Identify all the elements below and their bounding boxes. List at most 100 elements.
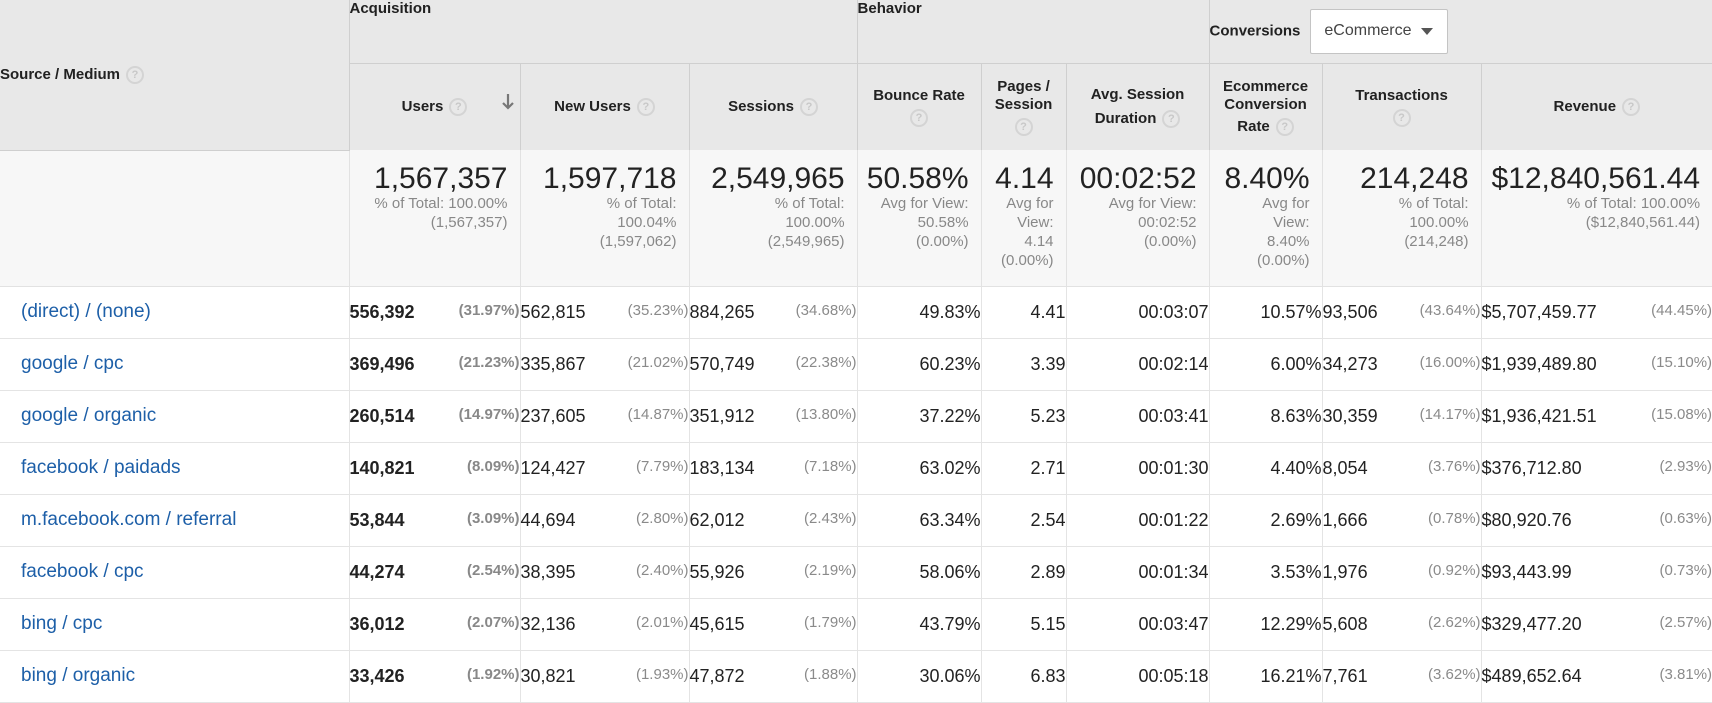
dimension-header[interactable]: Source / Medium? <box>0 0 349 151</box>
total-pages-sub4: (0.00%) <box>1001 252 1054 269</box>
conversion-type-select[interactable]: eCommerce <box>1310 8 1449 54</box>
avg-session-duration-cell: 00:02:14 <box>1065 338 1210 391</box>
source-medium-link[interactable]: m.facebook.com / referral <box>21 509 237 530</box>
source-medium-link[interactable]: bing / organic <box>21 665 136 686</box>
total-sessions-sub3: (2,549,965) <box>767 233 845 250</box>
duration-header-line2: Duration <box>1094 109 1157 127</box>
total-pages-sub3: 4.14 <box>1024 233 1054 250</box>
sessions-cell: 45,615 (1.79%) <box>688 598 858 651</box>
users-column-header[interactable]: Users? <box>348 63 520 150</box>
transactions-percent: (3.76%) <box>1428 457 1481 475</box>
total-sessions-sub2: 100.00% <box>785 214 845 231</box>
users-value: 140,821 <box>349 457 415 478</box>
total-new-users-sub1: % of Total: <box>606 195 677 212</box>
sessions-percent: (34.68%) <box>795 301 857 319</box>
sessions-value: 47,872 <box>689 665 745 686</box>
transactions-value: 8,054 <box>1322 457 1368 478</box>
total-users-sub2: (1,567,357) <box>430 214 508 231</box>
transactions-cell: 30,359 (14.17%) <box>1321 390 1482 443</box>
revenue-percent: (2.57%) <box>1659 613 1712 631</box>
new-users-value: 30,821 <box>520 665 576 686</box>
conversions-group-header: Conversions eCommerce <box>1208 0 1712 64</box>
bounce-rate-cell: 60.23% <box>856 338 982 391</box>
transactions-cell: 5,608 (2.62%) <box>1321 598 1482 651</box>
help-icon[interactable]: ? <box>1014 117 1033 136</box>
source-medium-link[interactable]: google / cpc <box>21 353 124 374</box>
total-ecom-rate-sub1: Avg for <box>1262 195 1310 212</box>
users-percent: (14.97%) <box>458 405 520 423</box>
total-duration-sub3: (0.00%) <box>1144 233 1197 250</box>
total-sessions-value: 2,549,965 <box>711 162 845 195</box>
new-users-cell: 237,605 (14.87%) <box>519 390 689 443</box>
help-icon[interactable]: ? <box>449 97 468 116</box>
table-row: bing / organic 33,426 (1.92%) 30,821 (1.93… <box>0 650 1712 703</box>
help-icon[interactable]: ? <box>799 97 818 116</box>
help-icon[interactable]: ? <box>1622 97 1641 116</box>
pages-per-session-column-header[interactable]: Pages / Session ? <box>980 63 1067 150</box>
source-medium-link[interactable]: facebook / cpc <box>21 561 144 582</box>
users-cell: 369,496 (21.23%) <box>348 338 520 391</box>
table-row: google / cpc 369,496 (21.23%) 335,867 (21.… <box>0 338 1712 391</box>
ecommerce-conversion-rate-cell: 3.53% <box>1208 546 1323 599</box>
help-icon[interactable]: ? <box>1275 117 1294 136</box>
revenue-cell: $1,939,489.80 (15.10%) <box>1480 338 1712 391</box>
bounce-rate-cell: 49.83% <box>856 286 982 339</box>
sessions-column-header[interactable]: Sessions? <box>688 63 858 150</box>
users-value: 260,514 <box>349 405 415 426</box>
sessions-value: 884,265 <box>689 301 755 322</box>
avg-session-duration-column-header[interactable]: Avg. Session Duration? <box>1065 63 1210 150</box>
users-percent: (3.09%) <box>466 509 520 527</box>
total-revenue-sub2: ($12,840,561.44) <box>1585 214 1701 231</box>
transactions-value: 34,273 <box>1322 353 1378 374</box>
revenue-percent: (15.08%) <box>1651 405 1712 423</box>
new-users-value: 32,136 <box>520 613 576 634</box>
sessions-percent: (2.43%) <box>804 509 857 527</box>
revenue-value: $80,920.76 <box>1481 509 1572 530</box>
avg-session-duration-cell: 00:03:07 <box>1065 286 1210 339</box>
bounce-rate-column-header[interactable]: Bounce Rate? <box>856 63 982 150</box>
source-medium-cell: google / cpc <box>0 338 349 391</box>
ecommerce-conversion-rate-column-header[interactable]: Ecommerce Conversion Rate? <box>1208 63 1323 150</box>
total-bounce-rate-cell: 50.58% Avg for View: 50.58% (0.00%) <box>856 150 982 287</box>
new-users-column-header[interactable]: New Users? <box>519 63 689 150</box>
total-new-users-sub3: (1,597,062) <box>599 233 677 250</box>
source-medium-link[interactable]: facebook / paidads <box>21 457 181 478</box>
new-users-cell: 32,136 (2.01%) <box>519 598 689 651</box>
users-cell: 33,426 (1.92%) <box>348 650 520 703</box>
sort-descending-icon[interactable] <box>501 92 515 112</box>
help-icon[interactable]: ? <box>636 97 655 116</box>
sessions-percent: (7.18%) <box>804 457 857 475</box>
total-new-users-sub2: 100.04% <box>617 214 677 231</box>
source-medium-link[interactable]: google / organic <box>21 405 157 426</box>
help-icon[interactable]: ? <box>126 65 145 84</box>
new-users-cell: 38,395 (2.40%) <box>519 546 689 599</box>
transactions-cell: 93,506 (43.64%) <box>1321 286 1482 339</box>
source-medium-cell: m.facebook.com / referral <box>0 494 349 547</box>
transactions-cell: 8,054 (3.76%) <box>1321 442 1482 495</box>
transactions-percent: (0.78%) <box>1428 509 1481 527</box>
help-icon[interactable]: ? <box>1162 109 1181 128</box>
transactions-column-header[interactable]: Transactions? <box>1321 63 1482 150</box>
source-medium-link[interactable]: bing / cpc <box>21 613 103 634</box>
total-revenue-sub1: % of Total: 100.00% <box>1566 195 1701 212</box>
users-percent: (2.07%) <box>466 613 520 631</box>
sessions-percent: (2.19%) <box>804 561 857 579</box>
ecommerce-conversion-rate-cell: 16.21% <box>1208 650 1323 703</box>
revenue-column-header[interactable]: Revenue? <box>1480 63 1712 150</box>
revenue-cell: $376,712.80 (2.93%) <box>1480 442 1712 495</box>
users-percent: (8.09%) <box>466 457 520 475</box>
users-cell: 556,392 (31.97%) <box>348 286 520 339</box>
sessions-percent: (22.38%) <box>795 353 857 371</box>
revenue-cell: $5,707,459.77 (44.45%) <box>1480 286 1712 339</box>
pages-per-session-cell: 4.41 <box>980 286 1067 339</box>
bounce-rate-cell: 43.79% <box>856 598 982 651</box>
help-icon[interactable]: ? <box>1392 108 1411 127</box>
total-pages-value: 4.14 <box>995 162 1054 195</box>
duration-header-line1: Avg. Session <box>1090 85 1185 103</box>
new-users-cell: 44,694 (2.80%) <box>519 494 689 547</box>
total-ecom-rate-cell: 8.40% Avg for View: 8.40% (0.00%) <box>1208 150 1323 287</box>
source-medium-link[interactable]: (direct) / (none) <box>21 301 151 322</box>
transactions-percent: (3.62%) <box>1428 665 1481 683</box>
new-users-percent: (2.80%) <box>635 509 689 527</box>
help-icon[interactable]: ? <box>910 108 929 127</box>
